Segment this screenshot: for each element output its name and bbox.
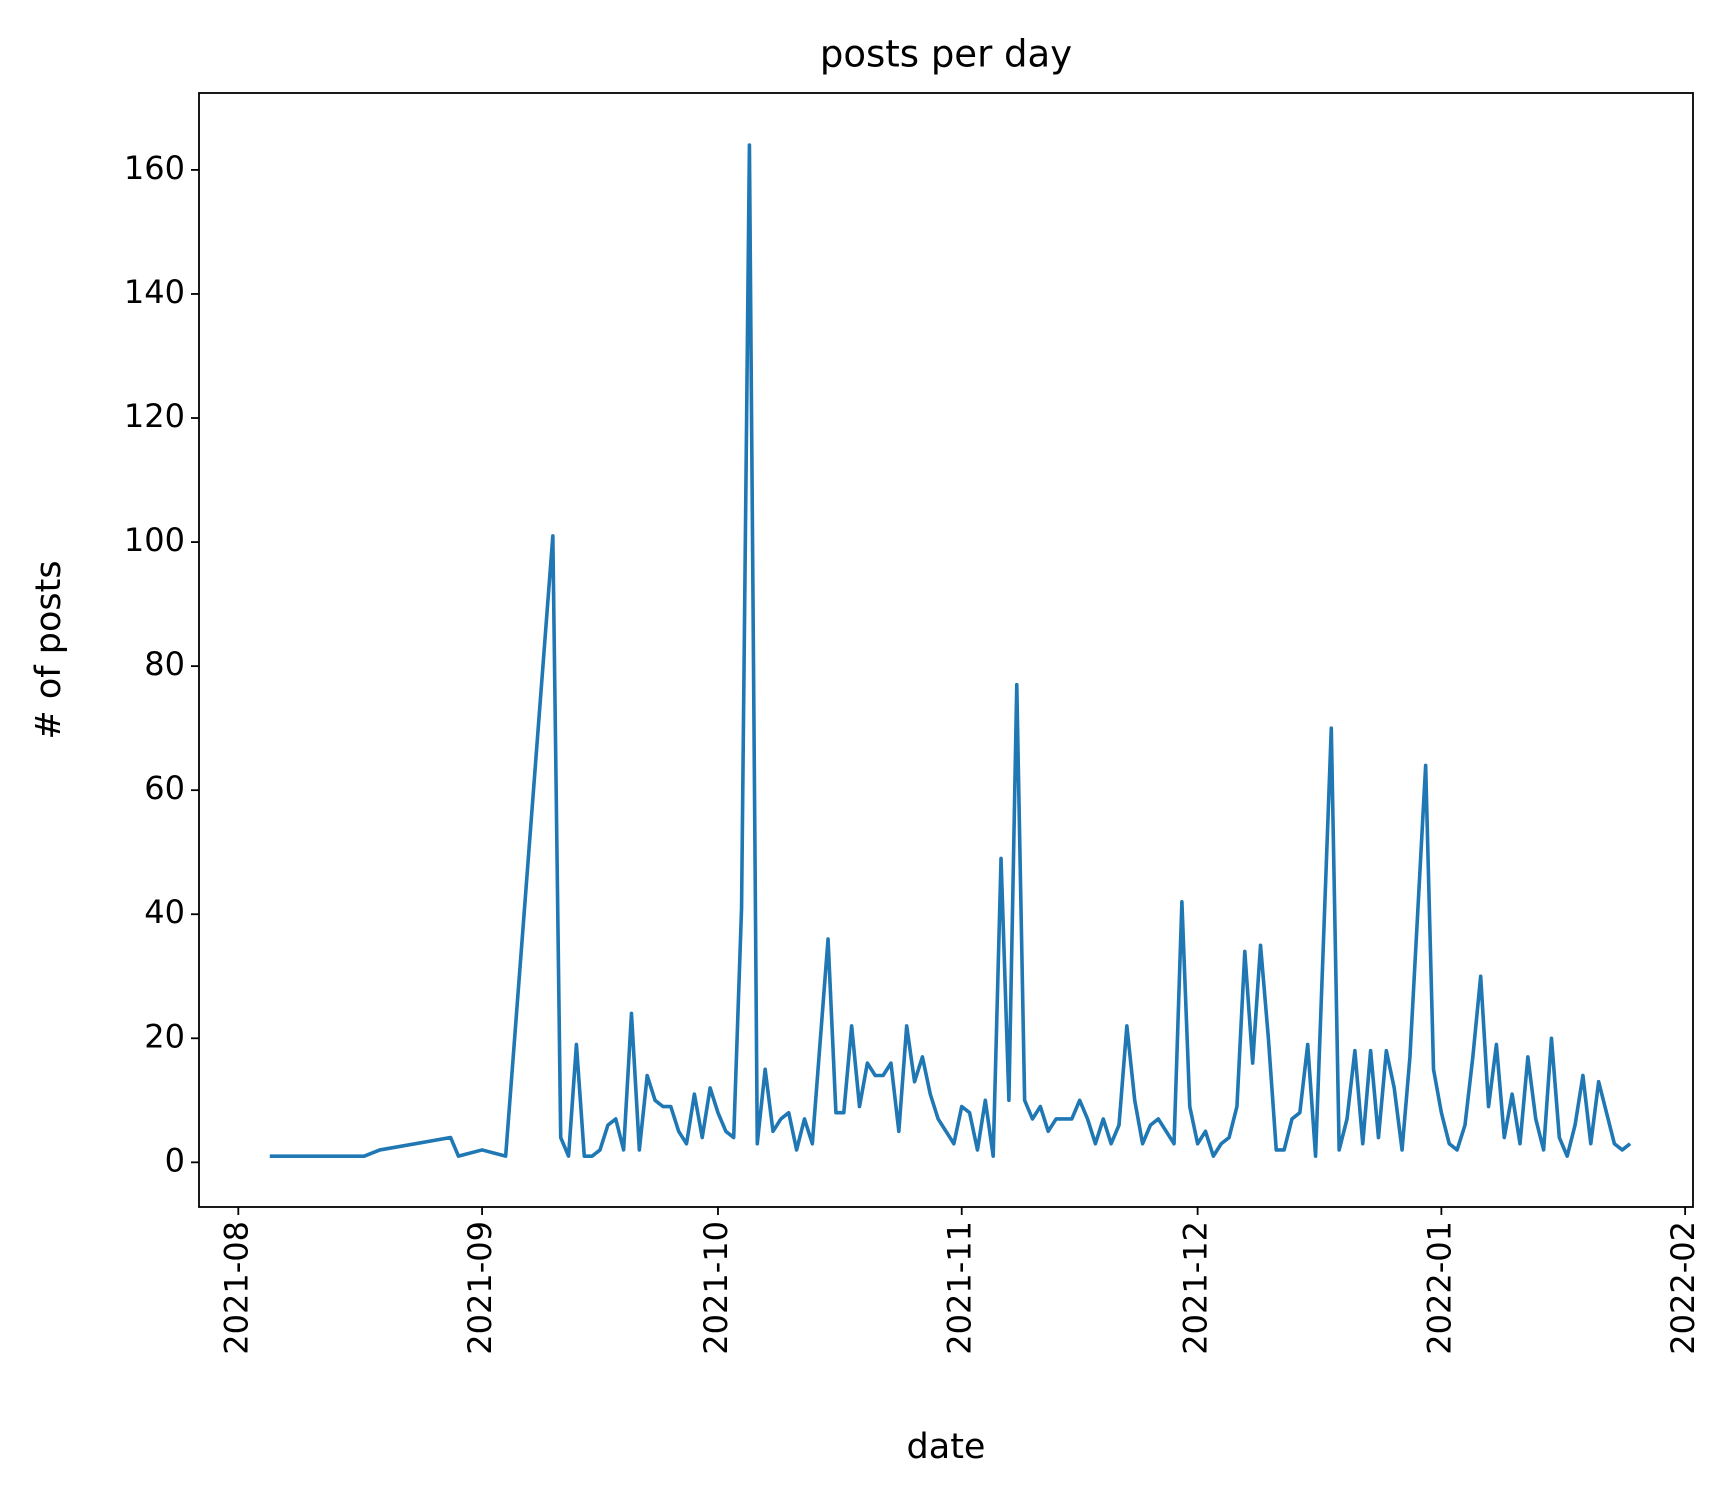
x-tick-label: 2021-08	[217, 1221, 255, 1355]
x-tick-label: 2022-01	[1420, 1221, 1458, 1355]
y-tick-label: 120	[124, 397, 185, 435]
y-tick-label: 80	[144, 645, 185, 683]
x-tick-label: 2021-09	[461, 1221, 499, 1355]
x-tick-label: 2021-12	[1177, 1221, 1215, 1355]
y-tick-label: 0	[165, 1141, 185, 1179]
plot-frame	[198, 92, 1694, 1208]
x-tick-label: 2021-11	[941, 1221, 979, 1355]
y-tick-label: 160	[124, 149, 185, 187]
y-axis-label: # of posts	[29, 560, 69, 739]
data-line	[269, 143, 1632, 1158]
y-tick-label: 60	[144, 769, 185, 807]
y-tick-label: 140	[124, 273, 185, 311]
x-axis-label: date	[907, 1427, 986, 1467]
y-tick-label: 100	[124, 521, 185, 559]
y-tick-label: 20	[144, 1017, 185, 1055]
y-tick-label: 40	[144, 893, 185, 931]
chart-title: posts per day	[820, 33, 1072, 76]
x-tick-label: 2021-10	[697, 1221, 735, 1355]
x-tick-label: 2022-02	[1664, 1221, 1702, 1355]
